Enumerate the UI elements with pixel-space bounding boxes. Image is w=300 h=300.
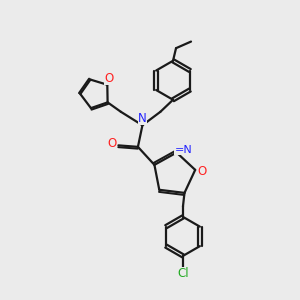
Text: N: N xyxy=(138,112,147,125)
Text: O: O xyxy=(107,137,116,150)
Text: Cl: Cl xyxy=(177,267,189,280)
Text: O: O xyxy=(197,165,206,178)
Text: O: O xyxy=(104,72,113,85)
Text: =N: =N xyxy=(174,145,192,155)
